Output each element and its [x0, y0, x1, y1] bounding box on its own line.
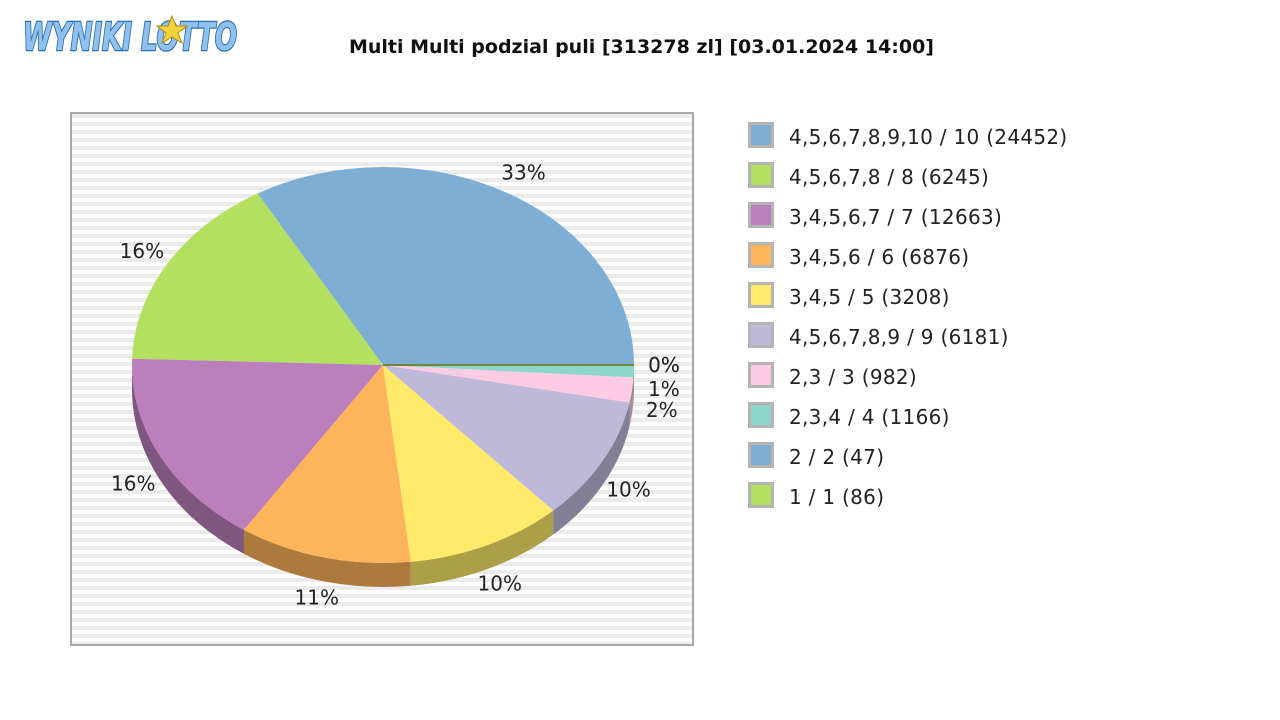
legend-swatch: [748, 282, 774, 308]
legend-label: 3,4,5,6 / 6 (6876): [789, 245, 970, 269]
pie-slice-5: [383, 365, 630, 511]
slice-label-1: 16%: [120, 239, 164, 263]
wyniki-lotto-logo: WYNIKI LOTTO: [22, 14, 239, 60]
legend-swatch: [748, 402, 774, 428]
pie-side-2: [132, 365, 244, 554]
legend-swatch: [748, 482, 774, 508]
chart-title: Multi Multi podzial puli [313278 zl] [03…: [348, 36, 934, 58]
legend-label: 2,3,4 / 4 (1166): [789, 405, 950, 429]
slice-label-5: 10%: [606, 478, 650, 502]
pie-slice-2: [132, 358, 383, 530]
pie-side-3: [243, 529, 411, 587]
pie-slice-0: [257, 166, 634, 365]
legend-swatch: [748, 362, 774, 388]
slice-label-7: 1%: [648, 377, 680, 401]
svg-text:WYNIKI LOTTO: WYNIKI LOTTO: [23, 15, 237, 59]
pie-side-7: [633, 365, 634, 402]
pie-slice-1: [132, 193, 383, 365]
pie-slice-4: [383, 365, 554, 562]
pie-slice-7: [383, 365, 634, 378]
legend-label: 3,4,5 / 5 (3208): [789, 285, 950, 309]
legend-label: 4,5,6,7,8,9,10 / 10 (24452): [789, 125, 1068, 149]
slice-label-9: 0%: [648, 353, 680, 377]
slice-label-8: 0%: [648, 353, 680, 377]
legend-label: 2,3 / 3 (982): [789, 365, 918, 389]
legend-label: 1 / 1 (86): [789, 485, 885, 509]
pie-side-5: [553, 402, 630, 535]
slice-label-0: 33%: [501, 161, 545, 185]
slice-label-2: 16%: [111, 472, 155, 496]
legend-label: 4,5,6,7,8,9 / 9 (6181): [789, 325, 1009, 349]
legend-swatch: [748, 442, 774, 468]
legend-label: 4,5,6,7,8 / 8 (6245): [789, 165, 990, 189]
legend-swatch: [748, 162, 774, 188]
legend-swatch: [748, 242, 774, 268]
pie-slice-6: [383, 365, 634, 403]
legend-swatch: [748, 122, 774, 148]
legend-label: 3,4,5,6,7 / 7 (12663): [789, 205, 1003, 229]
pie-side-6: [629, 377, 634, 427]
slice-label-3: 11%: [295, 586, 339, 610]
legend-label: 2 / 2 (47): [789, 445, 885, 469]
star-icon: [155, 14, 189, 45]
slice-label-6: 2%: [646, 398, 678, 422]
legend-swatch: [748, 202, 774, 228]
legend-swatch: [748, 322, 774, 348]
slice-label-4: 10%: [478, 572, 522, 596]
pie-side-4: [410, 510, 554, 586]
pie-slice-3: [243, 365, 411, 563]
